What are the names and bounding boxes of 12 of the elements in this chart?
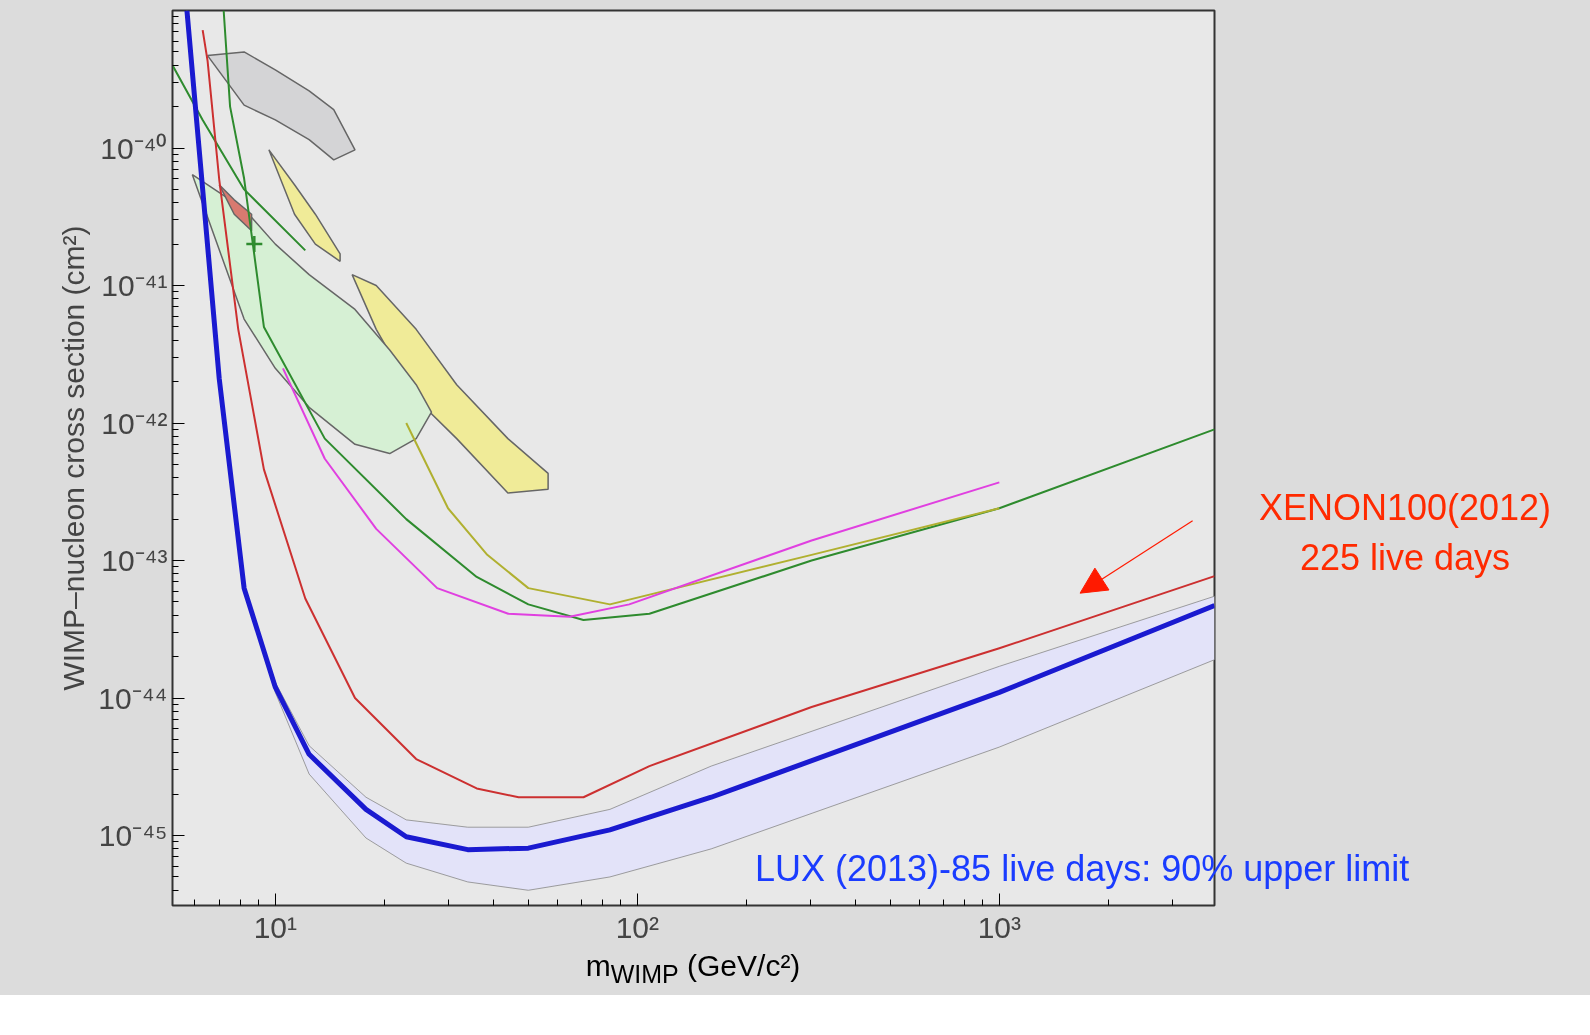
- x-tick-label: 10³: [977, 910, 1022, 944]
- x-axis-title: m$_{WIMP}$ (GeV/c²): [585, 948, 801, 990]
- y-axis-title: WIMP–nucleon cross section (cm²): [57, 225, 91, 691]
- y-tick-label: 10⁻⁴⁰: [100, 131, 168, 165]
- y-tick-label: 10⁻⁴⁵: [98, 819, 168, 853]
- text: XENON100(2012) 225 live days: [1258, 486, 1552, 580]
- y-tick-label: 10⁻⁴⁴: [98, 681, 168, 715]
- y-tick-label: 10⁻⁴³: [101, 544, 168, 578]
- y-tick-label: 10⁻⁴¹: [101, 269, 168, 303]
- x-tick-label: 10¹: [253, 910, 297, 944]
- x-tick-label: 10²: [615, 910, 660, 944]
- y-tick-label: 10⁻⁴²: [101, 406, 168, 440]
